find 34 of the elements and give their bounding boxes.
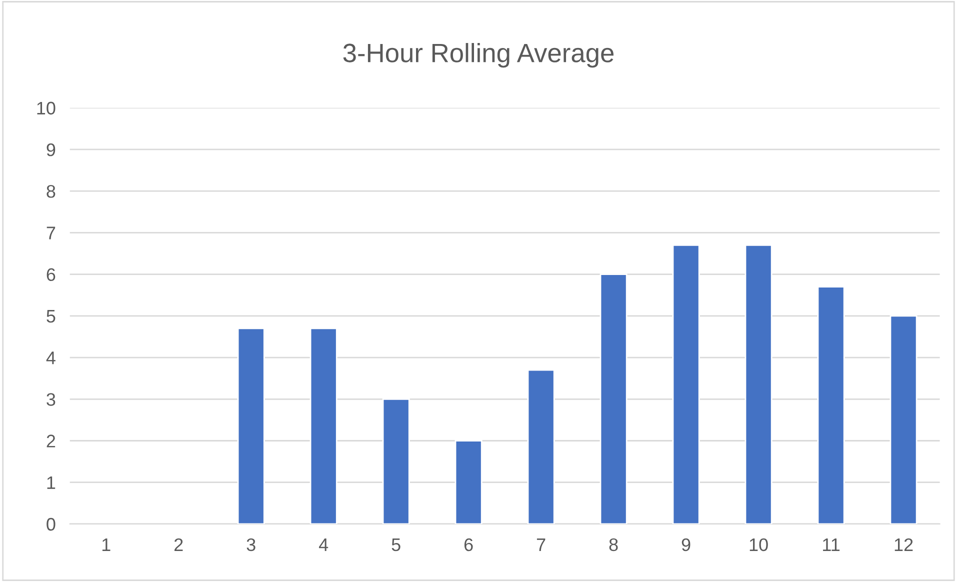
x-tick-label: 11	[823, 538, 840, 551]
y-tick-label: 4	[46, 352, 56, 364]
y-tick-label: 1	[47, 476, 56, 489]
y-tick-label: 10	[37, 102, 56, 115]
bar	[672, 244, 700, 524]
bar	[237, 328, 265, 524]
x-tick-label: 5	[392, 538, 400, 552]
x-tick-label: 2	[174, 538, 183, 551]
x-tick-label: 7	[536, 538, 546, 551]
x-tick-label: 6	[464, 538, 473, 552]
bar	[454, 440, 482, 524]
y-tick-label: 2	[46, 434, 56, 448]
y-tick-label: 0	[46, 518, 56, 531]
bar	[600, 274, 628, 524]
x-tick-label: 12	[894, 538, 913, 551]
y-tick-label: 3	[46, 393, 56, 406]
x-tick-label: 3	[246, 538, 256, 552]
bar	[527, 369, 555, 524]
y-tick-label: 5	[46, 310, 56, 323]
bar	[744, 244, 772, 524]
bar	[817, 286, 845, 524]
y-tick-label: 8	[46, 185, 56, 198]
y-tick-label: 7	[46, 226, 56, 240]
y-tick-label: 9	[46, 143, 56, 156]
x-tick-label: 8	[609, 538, 618, 552]
chart-title: 3-Hour Rolling Average	[343, 42, 614, 68]
x-tick-label: 4	[318, 538, 328, 551]
bar	[890, 315, 918, 524]
x-tick-label: 9	[682, 538, 690, 552]
x-tick-label: 1	[102, 538, 110, 551]
bar	[382, 398, 410, 524]
bar	[310, 328, 338, 524]
x-tick-label: 10	[750, 538, 768, 552]
y-tick-label: 6	[46, 268, 56, 282]
